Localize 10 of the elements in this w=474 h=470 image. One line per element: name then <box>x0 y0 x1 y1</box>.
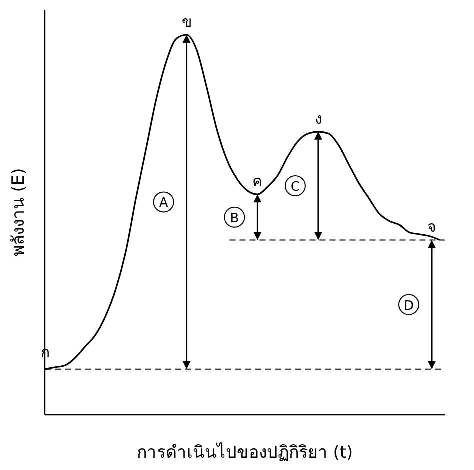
annotation: B <box>230 211 240 226</box>
text: ข <box>182 13 192 31</box>
x-axis-title: การดำเนินไปของปฏิกิริยา (t) <box>136 442 354 463</box>
y-axis-title: พลังงาน (E) <box>9 168 29 257</box>
annotation: ง <box>314 110 322 128</box>
annotation: จ <box>428 218 436 236</box>
annotation: C <box>290 180 300 196</box>
annotation: A <box>159 196 168 212</box>
annotation: ค <box>252 172 263 191</box>
annotation: D <box>404 298 414 314</box>
